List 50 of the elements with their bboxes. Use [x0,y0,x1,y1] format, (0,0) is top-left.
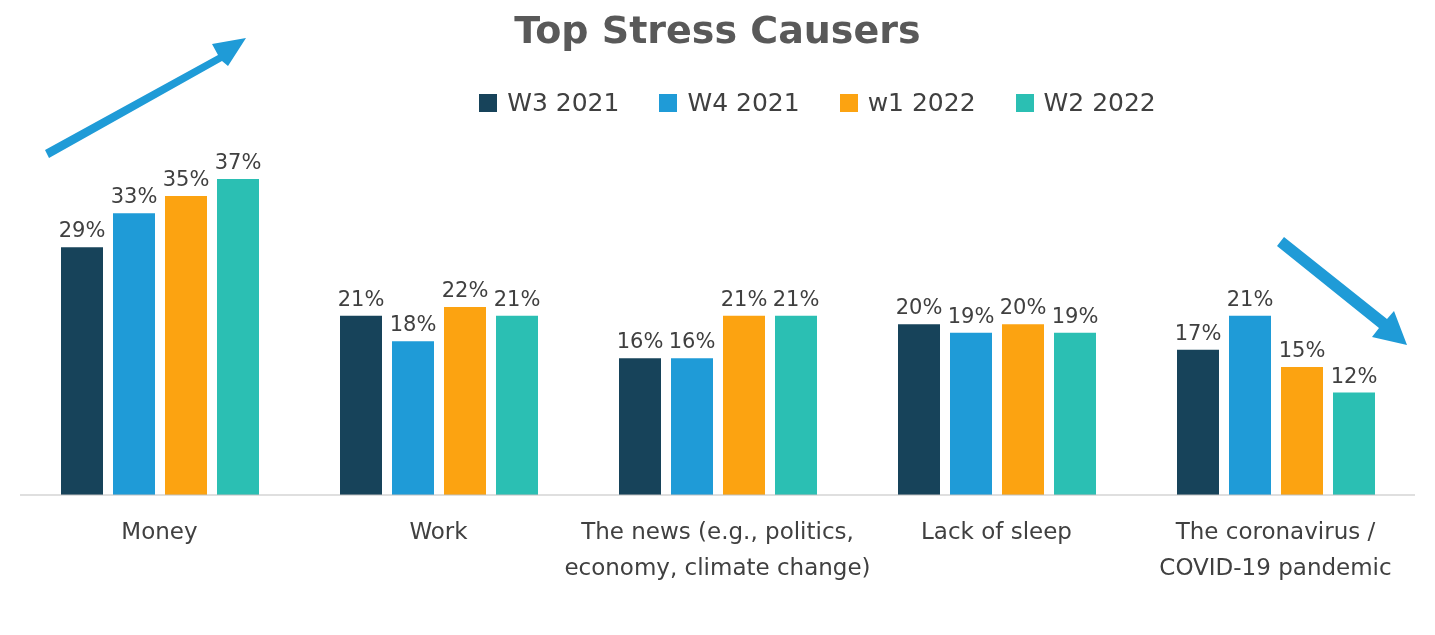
data-label: 21% [493,286,541,311]
data-label: 37% [214,150,262,174]
data-label: 29% [58,218,106,243]
data-label: 35% [162,167,210,192]
legend-label: W4 2021 [687,88,800,117]
bar [1054,332,1096,495]
data-label: 21% [337,286,385,311]
data-label: 12% [1330,363,1378,388]
bar [61,247,103,495]
bar [165,196,207,495]
x-tick-label: Lack of sleep [921,518,1072,545]
data-label: 16% [616,329,664,354]
x-tick-label: Work [409,518,469,545]
data-label: 21% [720,286,768,311]
bar [444,307,486,495]
legend-label: w1 2022 [867,88,976,117]
bar [723,315,765,495]
bar [340,315,382,495]
data-label: 21% [1226,286,1274,311]
bar [1002,324,1044,495]
data-label: 18% [389,312,437,337]
bar [392,341,434,495]
bar [113,213,155,495]
x-tick-label: The news (e.g., politics, economy, climate change) [564,518,871,581]
bar [1281,366,1323,495]
chart-title: Top Stress Causers [513,8,922,52]
data-label: 19% [947,303,995,328]
bar [619,358,661,495]
legend-label: W3 2021 [507,88,620,117]
bar [1229,315,1271,495]
data-label: 16% [668,329,716,354]
data-label: 21% [772,286,820,311]
bar [898,324,940,495]
bar [671,358,713,495]
bar [217,179,259,495]
data-label: 20% [999,295,1047,320]
data-label: 33% [110,184,158,209]
data-label: 15% [1278,337,1326,362]
bar [1333,392,1375,495]
x-tick-label: Money [121,518,198,545]
bar [1177,349,1219,495]
x-tick-label: The coronavirus / COVID-19 pandemic [1159,518,1392,581]
legend-label: W2 2022 [1043,88,1156,117]
data-label: 19% [1051,303,1099,328]
bar [950,332,992,495]
data-label: 22% [441,278,489,303]
bar [496,315,538,495]
data-label: 20% [895,295,943,320]
data-label: 17% [1174,320,1222,345]
bar [775,315,817,495]
